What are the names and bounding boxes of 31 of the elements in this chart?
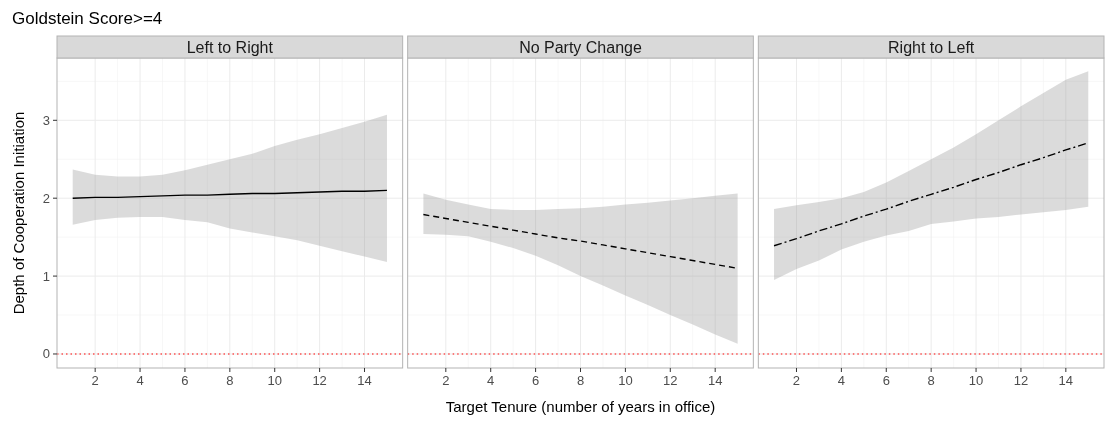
- chart-subtitle: No Party Change: [519, 39, 642, 56]
- chart-title: Goldstein Score>=4: [12, 9, 163, 28]
- y-tick-label: 1: [42, 268, 50, 284]
- x-tick-label: 8: [226, 373, 234, 388]
- x-tick-label: 10: [618, 373, 633, 388]
- x-tick-label: 2: [442, 373, 450, 388]
- x-tick-label: 8: [927, 373, 935, 388]
- x-tick-label: 2: [91, 373, 99, 388]
- x-tick-label: 14: [1058, 373, 1074, 388]
- x-tick-label: 10: [968, 373, 984, 388]
- x-tick-label: 12: [312, 373, 327, 388]
- y-tick-label: 3: [42, 112, 50, 128]
- x-tick-label: 2: [792, 373, 801, 388]
- x-tick-label: 6: [181, 373, 189, 388]
- x-tick-label: 6: [531, 373, 540, 388]
- x-tick-label: 4: [487, 373, 495, 388]
- chart-subtitle: Left to Right: [186, 39, 274, 56]
- x-tick-label: 14: [707, 373, 723, 388]
- x-tick-label: 10: [267, 373, 282, 388]
- x-tick-label: 6: [882, 373, 890, 388]
- y-axis-title: Depth of Cooperation Initiation: [10, 111, 27, 315]
- x-tick-label: 12: [1013, 373, 1029, 388]
- x-tick-label: 4: [136, 373, 144, 388]
- x-axis-title: Target Tenure (number of years in office): [445, 398, 716, 415]
- x-tick-label: 14: [357, 373, 372, 388]
- x-tick-label: 4: [837, 373, 845, 388]
- y-tick-label: 2: [42, 190, 50, 206]
- chart-subtitle: Right to Left: [888, 39, 975, 56]
- x-tick-label: 12: [663, 373, 678, 388]
- y-tick-label: 0: [42, 346, 50, 362]
- x-tick-label: 8: [576, 373, 585, 388]
